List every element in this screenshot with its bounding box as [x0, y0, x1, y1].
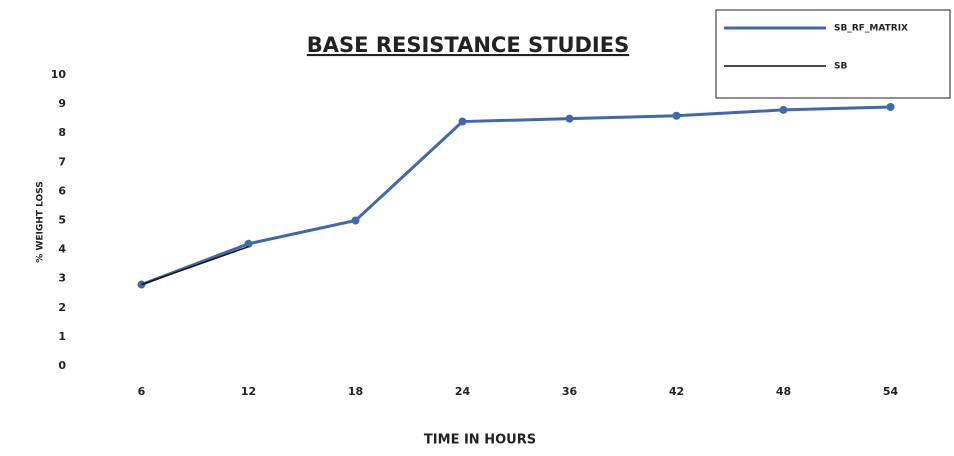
- legend-label: SB: [834, 62, 847, 72]
- point: [458, 117, 467, 126]
- x-tick-label: 6: [138, 385, 146, 398]
- y-tick-label: 3: [58, 272, 66, 285]
- point: [886, 103, 895, 112]
- y-tick-label: 9: [58, 97, 66, 110]
- x-tick-label: 12: [241, 385, 256, 398]
- y-tick-label: 2: [58, 301, 66, 314]
- y-tick-label: 0: [58, 359, 66, 372]
- x-tick-label: 42: [669, 385, 684, 398]
- x-tick-label: 24: [455, 385, 471, 398]
- point: [565, 114, 574, 123]
- x-tick-label: 18: [348, 385, 363, 398]
- series-line: [141, 245, 249, 286]
- point: [779, 105, 788, 114]
- y-tick-label: 7: [58, 155, 66, 168]
- point: [244, 239, 253, 248]
- y-tick-label: 6: [58, 184, 66, 197]
- point: [351, 216, 360, 225]
- x-axis-label: TIME IN HOURS: [424, 433, 536, 448]
- legend-label: SB_RF_MATRIX: [834, 24, 908, 34]
- y-tick-label: 1: [58, 330, 66, 343]
- y-tick-label: 8: [58, 126, 66, 139]
- x-tick-label: 48: [776, 385, 791, 398]
- series-line: [140, 105, 891, 286]
- x-tick-label: 54: [883, 385, 899, 398]
- chart-title: BASE RESISTANCE STUDIES: [307, 33, 629, 57]
- y-tick-label: 5: [58, 214, 66, 227]
- x-tick-label: 36: [562, 385, 578, 398]
- y-axis-label: % WEIGHT LOSS: [36, 181, 46, 262]
- legend-box: [715, 9, 951, 99]
- y-tick-label: 10: [51, 68, 67, 81]
- y-tick-label: 4: [58, 243, 66, 256]
- point: [672, 111, 681, 120]
